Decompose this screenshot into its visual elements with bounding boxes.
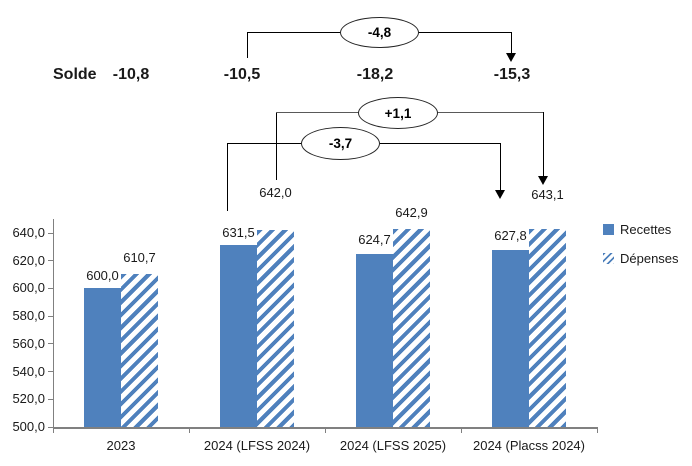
x-tick <box>597 429 598 433</box>
x-axis-line <box>53 427 598 429</box>
down-arrow-icon <box>506 53 516 62</box>
x-tick <box>189 429 190 433</box>
legend-label: Recettes <box>620 222 672 237</box>
delta-oval-depenses: +1,1 <box>358 97 438 129</box>
delta-oval-solde: -4,8 <box>340 17 419 48</box>
x-tick <box>325 429 326 433</box>
category-label: 2024 (LFSS 2025) <box>339 438 447 453</box>
category-label: 2024 (LFSS 2024) <box>203 438 311 453</box>
down-arrow-icon <box>538 176 548 185</box>
y-tick-label: 600,0 <box>12 280 45 296</box>
bar-dpenses-2 <box>393 228 430 427</box>
delta-oval-recettes: -3,7 <box>301 127 380 160</box>
y-tick <box>48 315 53 317</box>
solde-value-placss2024: -15,3 <box>493 66 531 83</box>
solde-value-lfss2024: -10,5 <box>223 66 261 83</box>
y-tick-label: 620,0 <box>12 252 45 268</box>
bridge1-left-connector <box>247 32 248 58</box>
y-tick <box>48 426 53 428</box>
y-tick-label: 520,0 <box>12 391 45 407</box>
bar-value-label: 624,7 <box>358 232 391 248</box>
down-arrow-icon <box>495 190 505 199</box>
bridge1-right-connector <box>511 32 512 55</box>
bar-recettes-1 <box>220 244 257 427</box>
bar-recettes-3 <box>492 249 529 427</box>
y-tick-label: 560,0 <box>12 335 45 351</box>
bridge2-left-connector <box>276 112 277 180</box>
y-tick-label: 640,0 <box>12 225 45 240</box>
x-tick <box>53 429 54 433</box>
depenses-swatch-icon <box>603 253 614 264</box>
y-tick <box>48 260 53 262</box>
bar-recettes-2 <box>356 254 393 427</box>
solde-value-2023: -10,8 <box>112 66 150 83</box>
y-tick <box>48 398 53 400</box>
solde-title: Solde <box>53 66 97 83</box>
legend-item-recettes: Recettes <box>603 222 679 237</box>
legend-label: Dépenses <box>620 251 679 266</box>
category-label: 2024 (Placss 2024) <box>472 438 585 453</box>
y-tick <box>48 343 53 345</box>
y-tick-label: 580,0 <box>12 308 45 324</box>
bar-recettes-0 <box>84 288 121 427</box>
bridge3-left-connector <box>227 143 228 211</box>
bar-value-label: 643,1 <box>531 186 564 202</box>
solde-value-lfss2025: -18,2 <box>356 66 394 83</box>
bar-dpenses-3 <box>529 228 566 427</box>
bar-value-label: 642,9 <box>395 204 428 220</box>
y-axis-line <box>53 219 54 429</box>
y-tick <box>48 371 53 373</box>
legend-item-depenses: Dépenses <box>603 251 679 266</box>
category-label: 2023 <box>106 438 136 453</box>
bar-value-label: 631,5 <box>222 224 255 240</box>
legend: Recettes Dépenses <box>603 222 679 280</box>
y-tick-label: 500,0 <box>12 419 45 434</box>
bar-value-label: 627,8 <box>494 227 527 243</box>
y-tick <box>48 232 53 234</box>
x-tick <box>461 429 462 433</box>
y-tick <box>48 287 53 289</box>
bridge3-right-connector <box>500 143 501 191</box>
bar-value-label: 642,0 <box>259 185 292 201</box>
bar-value-label: 600,0 <box>86 268 119 284</box>
bridge2-right-connector <box>543 112 544 176</box>
y-tick-label: 540,0 <box>12 363 45 379</box>
bar-dpenses-0 <box>121 273 158 427</box>
bar-value-label: 610,7 <box>123 249 156 265</box>
recettes-swatch-icon <box>603 224 614 235</box>
bar-dpenses-1 <box>257 230 294 427</box>
